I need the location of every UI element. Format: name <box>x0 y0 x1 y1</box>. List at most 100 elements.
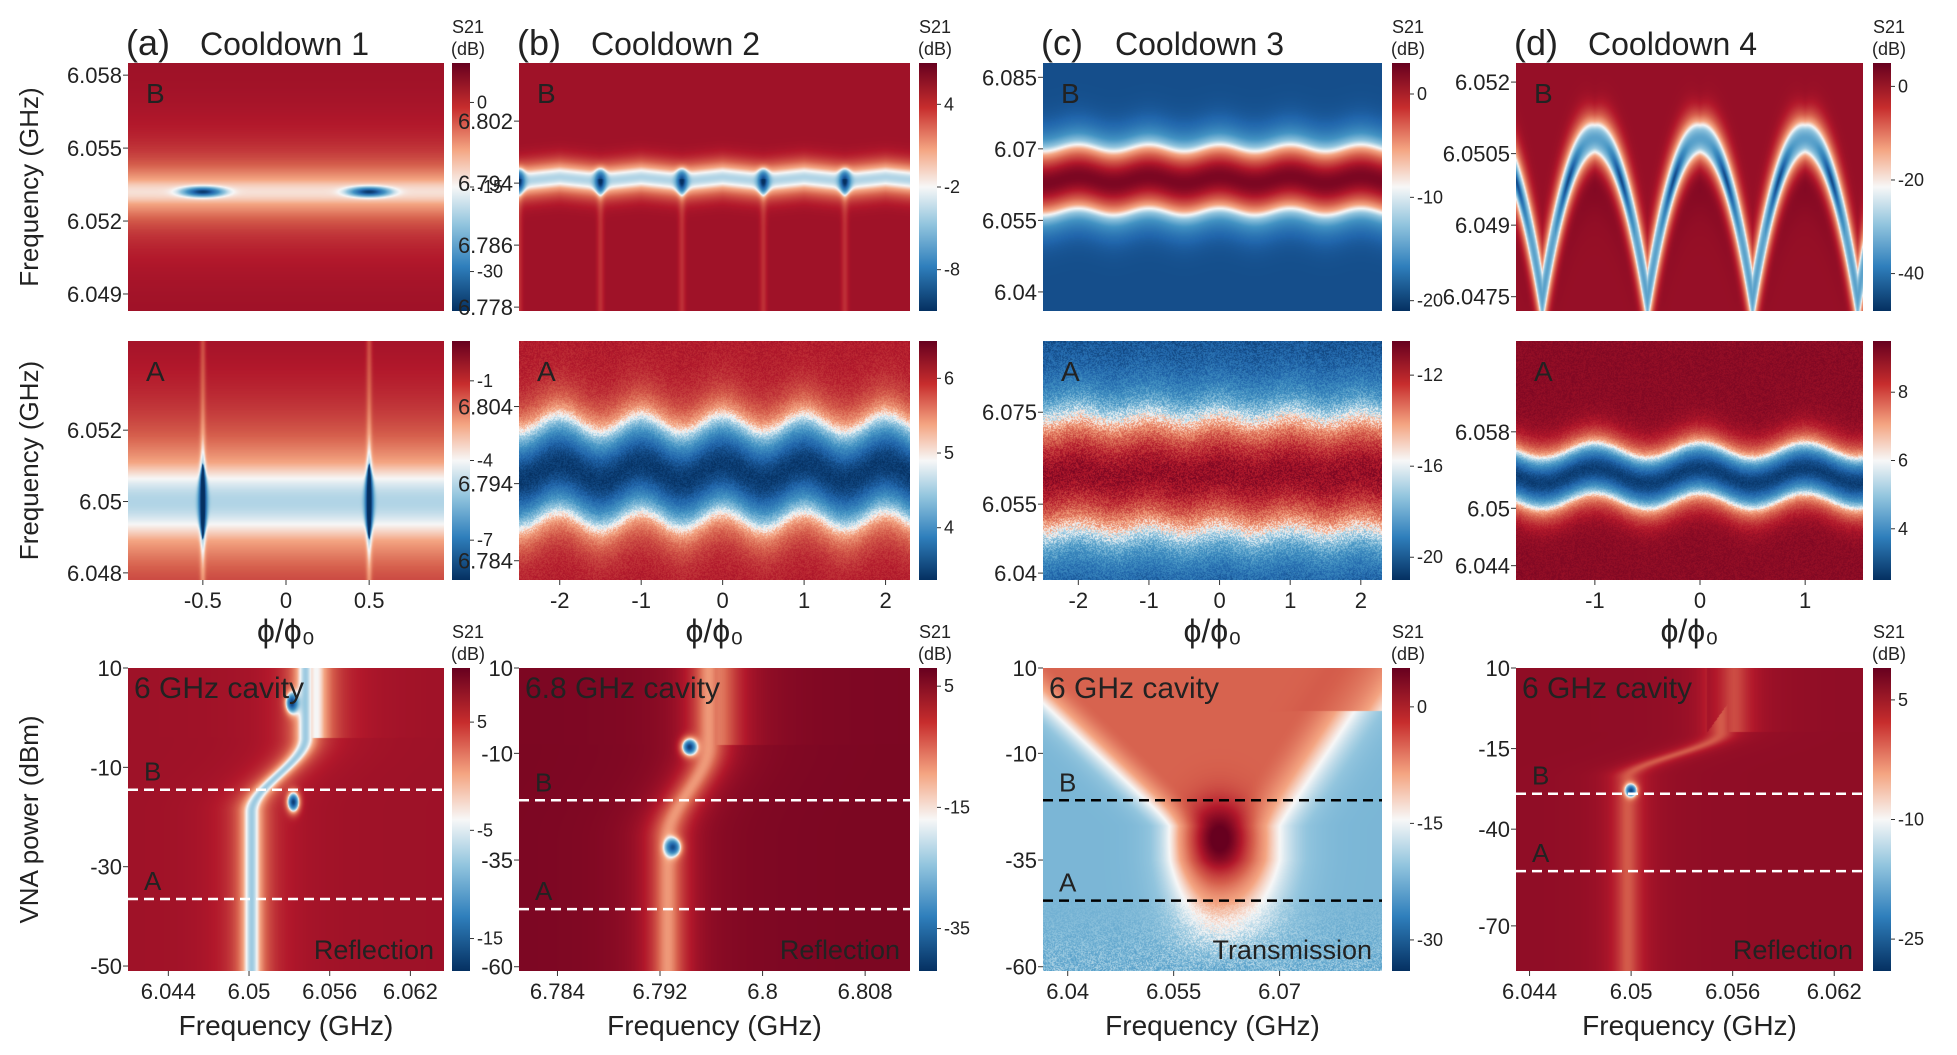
colorbar <box>452 668 470 971</box>
colorbar-tick-label: -1 <box>477 371 493 391</box>
colorbar-tick-label: 5 <box>477 712 487 732</box>
y-tick-label: 6.058 <box>1455 420 1510 445</box>
y-tick-label: 6.052 <box>1455 70 1510 95</box>
colorbar-tick-label: 5 <box>944 676 954 696</box>
x-tick-label: 6.05 <box>1610 979 1653 1004</box>
y-tick-label: 6.049 <box>1455 213 1510 238</box>
y-tick-label: 6.794 <box>458 472 513 497</box>
panel-d-bot: 10 -15 -40 -70 6.044 6.05 6.056 6.062 B A 6 GHz ca… <box>1478 622 1924 1041</box>
heatmap-image <box>519 668 910 971</box>
colorbar <box>452 63 470 311</box>
panel-b-top: 6.802 6.794 6.786 6.778 B 4 -2 -8 S21(dB) (b) Cool… <box>458 17 960 320</box>
colorbar-tick-label: 8 <box>1898 382 1908 402</box>
colorbar-tick-label: -5 <box>477 820 493 840</box>
dashed-line-label-A: A <box>1532 838 1550 868</box>
colorbar-tick-label: -7 <box>477 530 493 550</box>
heatmap-image <box>1043 63 1382 311</box>
colorbar <box>919 668 937 971</box>
x-tick-label: -1 <box>1139 588 1159 613</box>
panel-a-top: 6.058 6.055 6.052 6.049 B 0 -15 -30 S21(dB) (a) Co… <box>14 17 503 311</box>
inset-label: B <box>537 78 556 109</box>
dashed-line-label-A: A <box>535 876 553 906</box>
x-axis-label-frequency: Frequency (GHz) <box>179 1010 394 1041</box>
colorbar <box>1873 668 1891 971</box>
colorbar-tick-label: -15 <box>477 929 503 949</box>
x-tick-label: 0 <box>1213 588 1225 613</box>
colorbar <box>919 341 937 580</box>
heatmap-image <box>128 341 444 580</box>
colorbar-title: S21 <box>919 622 951 642</box>
x-tick-label: 6.07 <box>1258 979 1301 1004</box>
colorbar-tick-label: -35 <box>944 919 970 939</box>
inset-label: 6 GHz cavity <box>1522 672 1692 705</box>
x-tick-label: 6.05 <box>228 979 271 1004</box>
x-tick-label: 6.792 <box>632 979 687 1004</box>
y-tick-label: -35 <box>1005 848 1037 873</box>
colorbar-tick-label: -30 <box>477 262 503 282</box>
colorbar-tick-label: -20 <box>1898 170 1924 190</box>
colorbar-tick-label: -8 <box>944 260 960 280</box>
panel-a-bot: 10 -10 -30 -50 6.044 6.05 6.056 6.062 B A 6 GHz ca… <box>14 622 503 1041</box>
colorbar-tick-label: -20 <box>1417 547 1443 567</box>
corner-label: Reflection <box>1733 935 1853 965</box>
y-tick-label: 6.794 <box>458 171 513 196</box>
y-tick-label: 6.802 <box>458 109 513 134</box>
inset-label: 6 GHz cavity <box>1049 672 1219 705</box>
inset-label: 6 GHz cavity <box>134 672 304 705</box>
colorbar-title: S21 <box>452 622 484 642</box>
y-tick-label: 6.058 <box>67 63 122 88</box>
colorbar-tick-label: 6 <box>944 368 954 388</box>
heatmap-image <box>519 63 910 311</box>
y-tick-label: 10 <box>489 656 513 681</box>
panel-b-mid: 6.804 6.794 6.784 -2 -1 0 1 2 A 6 5 4 ϕ/ϕ₀ <box>458 341 954 649</box>
dashed-line-label-A: A <box>144 866 162 896</box>
heatmap-image <box>1043 668 1382 971</box>
panel-label: (c) <box>1041 22 1083 63</box>
colorbar-tick-label: 5 <box>944 443 954 463</box>
corner-label: Transmission <box>1212 935 1372 965</box>
colorbar-title: S21 <box>1392 17 1424 37</box>
y-tick-label: 6.049 <box>67 282 122 307</box>
y-tick-label: 6.048 <box>67 561 122 586</box>
dashed-line-label-B: B <box>535 767 552 797</box>
colorbar-tick-label: 0 <box>1898 76 1908 96</box>
y-tick-label: -60 <box>1005 955 1037 980</box>
x-tick-label: 0 <box>1694 588 1706 613</box>
colorbar-tick-label: 4 <box>944 94 954 114</box>
panel-d-mid: 6.058 6.05 6.044 -1 0 1 A 8 6 4 ϕ/ϕ₀ <box>1455 341 1908 649</box>
x-tick-label: 2 <box>879 588 891 613</box>
x-tick-label: -2 <box>550 588 570 613</box>
colorbar-unit: (dB) <box>1391 39 1425 59</box>
inset-label: A <box>146 356 165 387</box>
panel-label: (d) <box>1514 22 1558 63</box>
colorbar-tick-label: -30 <box>1417 930 1443 950</box>
colorbar-tick-label: 0 <box>1417 697 1427 717</box>
colorbar-tick-label: 6 <box>1898 451 1908 471</box>
panel-c-bot: 10 -10 -35 -60 6.04 6.055 6.07 B A 6 GHz cavity Tr… <box>1005 622 1443 1041</box>
colorbar-tick-label: -2 <box>944 177 960 197</box>
x-tick-label: 6.8 <box>747 979 778 1004</box>
x-tick-label: 6.062 <box>1807 979 1862 1004</box>
colorbar-unit: (dB) <box>918 39 952 59</box>
x-axis-label-frequency: Frequency (GHz) <box>1105 1010 1320 1041</box>
y-tick-label: 6.055 <box>67 136 122 161</box>
y-tick-label: 6.04 <box>994 280 1037 305</box>
inset-label: B <box>1534 78 1553 109</box>
colorbar <box>452 341 470 580</box>
colorbar-unit: (dB) <box>451 644 485 664</box>
panel-title: Cooldown 2 <box>591 26 760 62</box>
y-tick-label: 6.778 <box>458 295 513 320</box>
y-tick-label: -35 <box>481 848 513 873</box>
y-tick-label: 6.07 <box>994 137 1037 162</box>
y-axis-label: Frequency (GHz) <box>14 87 44 286</box>
x-tick-label: -1 <box>631 588 651 613</box>
y-tick-label: 6.784 <box>458 549 513 574</box>
x-tick-label: -2 <box>1069 588 1089 613</box>
panel-d-top: 6.052 6.0505 6.049 6.0475 B 0 -20 -40 S21(dB) (d)… <box>1443 17 1924 311</box>
y-tick-label: 6.05 <box>1467 496 1510 521</box>
x-tick-label: 6.044 <box>141 979 196 1004</box>
colorbar-tick-label: -10 <box>1898 810 1924 830</box>
dashed-line-label-B: B <box>1532 761 1549 791</box>
colorbar-tick-label: -15 <box>944 797 970 817</box>
